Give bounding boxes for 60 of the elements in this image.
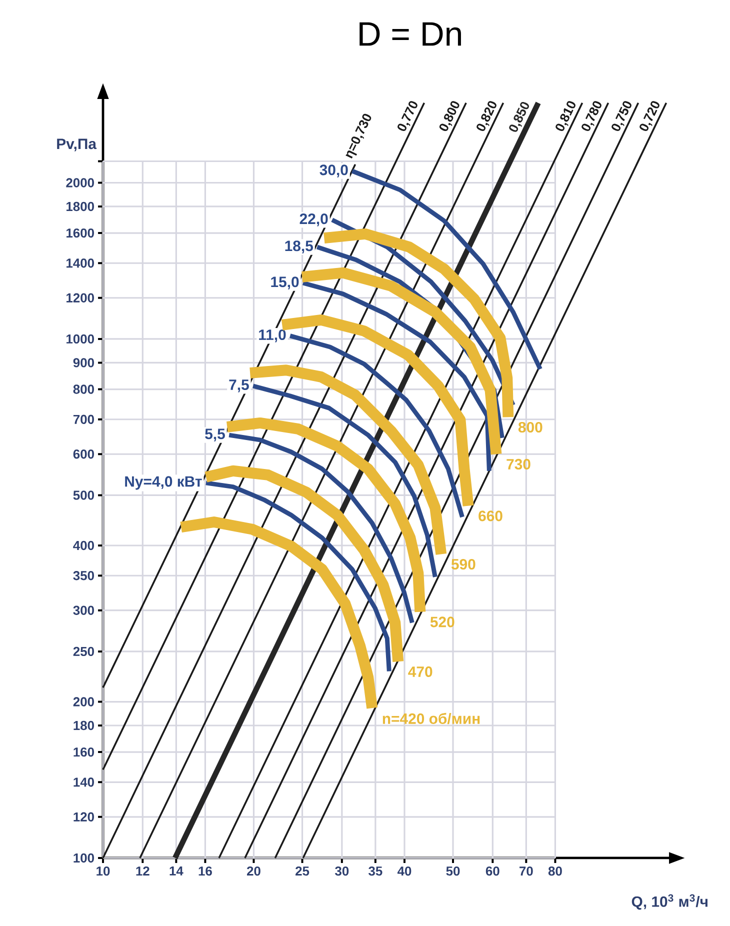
series-label: n=420 об/мин [382,712,480,724]
y-tick-label: 350 [73,571,94,580]
y-tick-label: 1400 [66,258,94,268]
x-tick-label: 16 [198,866,212,876]
x-tick-label: 80 [548,866,562,876]
x-tick-label: 40 [397,866,412,876]
x-tick-label: 60 [486,866,500,876]
series-label: 470 [408,666,432,677]
y-tick-label: 800 [73,384,94,394]
y-tick-label: 180 [74,720,94,730]
x-tick-label: 14 [170,866,184,876]
y-tick-label: 1800 [66,202,94,212]
series-label: 5,5 [205,428,225,442]
x-tick-label: 25 [296,866,310,876]
y-tick-label: 160 [74,747,94,757]
x-tick-label: 10 [96,866,110,876]
series-label: 22,0 [300,214,328,226]
series-label: 11,0 [259,329,286,342]
y-tick-label: 100 [74,853,94,863]
y-tick-label: 1200 [66,293,94,302]
series-label: 30,0 [320,164,348,178]
series-label: 18,5 [285,240,313,254]
text: 0,810 [556,101,576,132]
y-axis-title: Pv,Па [57,138,97,152]
y-tick-label: 200 [73,697,94,706]
y-tick-label: 700 [73,414,94,424]
text: 0,780 [582,101,602,132]
series-label: 520 [430,616,454,628]
text: 0,800 [439,101,460,132]
x-tick-label: 35 [368,866,382,876]
text: 0,850 [509,102,529,132]
x-tick-label: 20 [246,866,260,876]
text: 0,720 [640,101,660,132]
series-label: 7,5 [229,380,249,392]
series-label: 660 [478,510,502,522]
y-tick-label: 1600 [66,228,94,238]
y-tick-label: 300 [73,606,94,615]
x-tick-label: 50 [446,866,460,876]
text: 0,770 [398,101,418,132]
y-tick-label: 600 [73,450,94,459]
series-label: 590 [451,558,476,570]
y-tick-label: 140 [74,778,94,787]
series-label: 730 [506,458,530,470]
y-tick-label: 500 [73,490,94,500]
series-label: 15,0 [271,276,299,290]
text: 0,820 [476,101,496,132]
y-tick-label: 900 [73,358,94,368]
text: 0,750 [612,101,632,132]
x-axis-title: Q, 10$^{3}$ м$^{3}$/ч [632,894,708,910]
x-tick-label: 12 [136,866,150,876]
y-tick-label: 1000 [66,334,94,344]
y-tick-label: 2000 [66,178,94,188]
y-tick-label: 400 [73,540,94,550]
y-tick-label: 250 [73,646,94,656]
x-tick-label: 30 [335,866,349,876]
series-label: 800 [518,422,542,433]
series-label: Ny=4,0 кВт [125,476,202,490]
y-tick-label: 120 [74,812,94,822]
x-tick-label: 70 [520,866,533,876]
chart-title: D = Dn [360,22,461,46]
